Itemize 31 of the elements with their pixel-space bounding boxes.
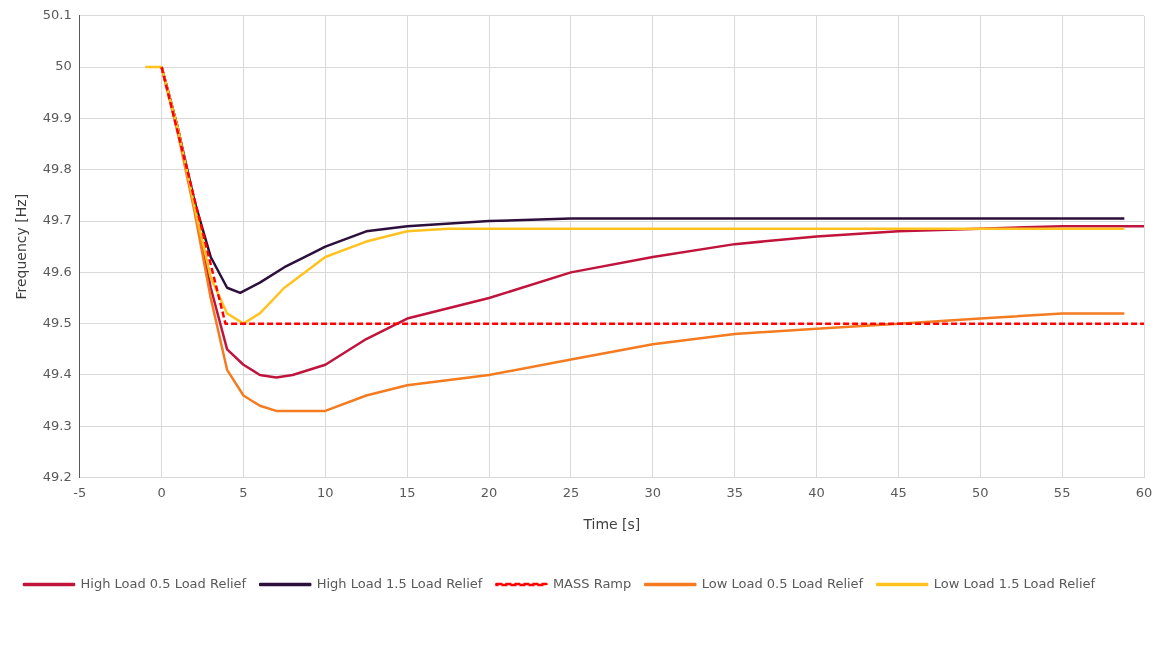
legend-label: Low Load 0.5 Load Relief xyxy=(701,575,864,591)
x-tick-label: 50 xyxy=(972,484,989,500)
y-tick-label: 50 xyxy=(55,58,72,74)
x-tick-label: -5 xyxy=(73,484,87,500)
legend-label: MASS Ramp xyxy=(552,575,632,591)
y-tick-label: 49.6 xyxy=(42,263,72,279)
y-tick-label: 49.2 xyxy=(42,468,72,484)
y-tick-label: 49.7 xyxy=(42,212,72,228)
x-tick-label: 20 xyxy=(480,484,498,500)
x-tick-label: 55 xyxy=(1053,484,1071,500)
y-tick-label: 49.4 xyxy=(42,366,72,382)
x-tick-label: 35 xyxy=(726,484,743,500)
x-tick-label: 15 xyxy=(398,484,416,500)
legend-label: High Load 1.5 Load Relief xyxy=(316,575,483,591)
x-tick-label: 40 xyxy=(808,484,825,500)
x-tick-label: 30 xyxy=(644,484,662,500)
y-tick-label: 49.9 xyxy=(42,109,72,125)
x-tick-label: 10 xyxy=(317,484,334,500)
x-tick-label: 0 xyxy=(157,484,166,500)
legend-label: Low Load 1.5 Load Relief xyxy=(933,575,1096,591)
x-tick-label: 60 xyxy=(1135,484,1153,500)
x-tick-label: 5 xyxy=(239,484,248,500)
x-tick-label: 25 xyxy=(562,484,580,500)
y-tick-label: 49.8 xyxy=(42,161,72,177)
x-axis-title: Time [s] xyxy=(582,516,641,533)
y-tick-label: 50.1 xyxy=(42,7,72,23)
y-tick-label: 49.3 xyxy=(42,417,72,433)
x-tick-label: 45 xyxy=(890,484,907,500)
y-axis-title: Frequency [Hz] xyxy=(13,193,30,300)
legend-label: High Load 0.5 Load Relief xyxy=(80,575,247,591)
y-tick-label: 49.5 xyxy=(42,315,72,331)
